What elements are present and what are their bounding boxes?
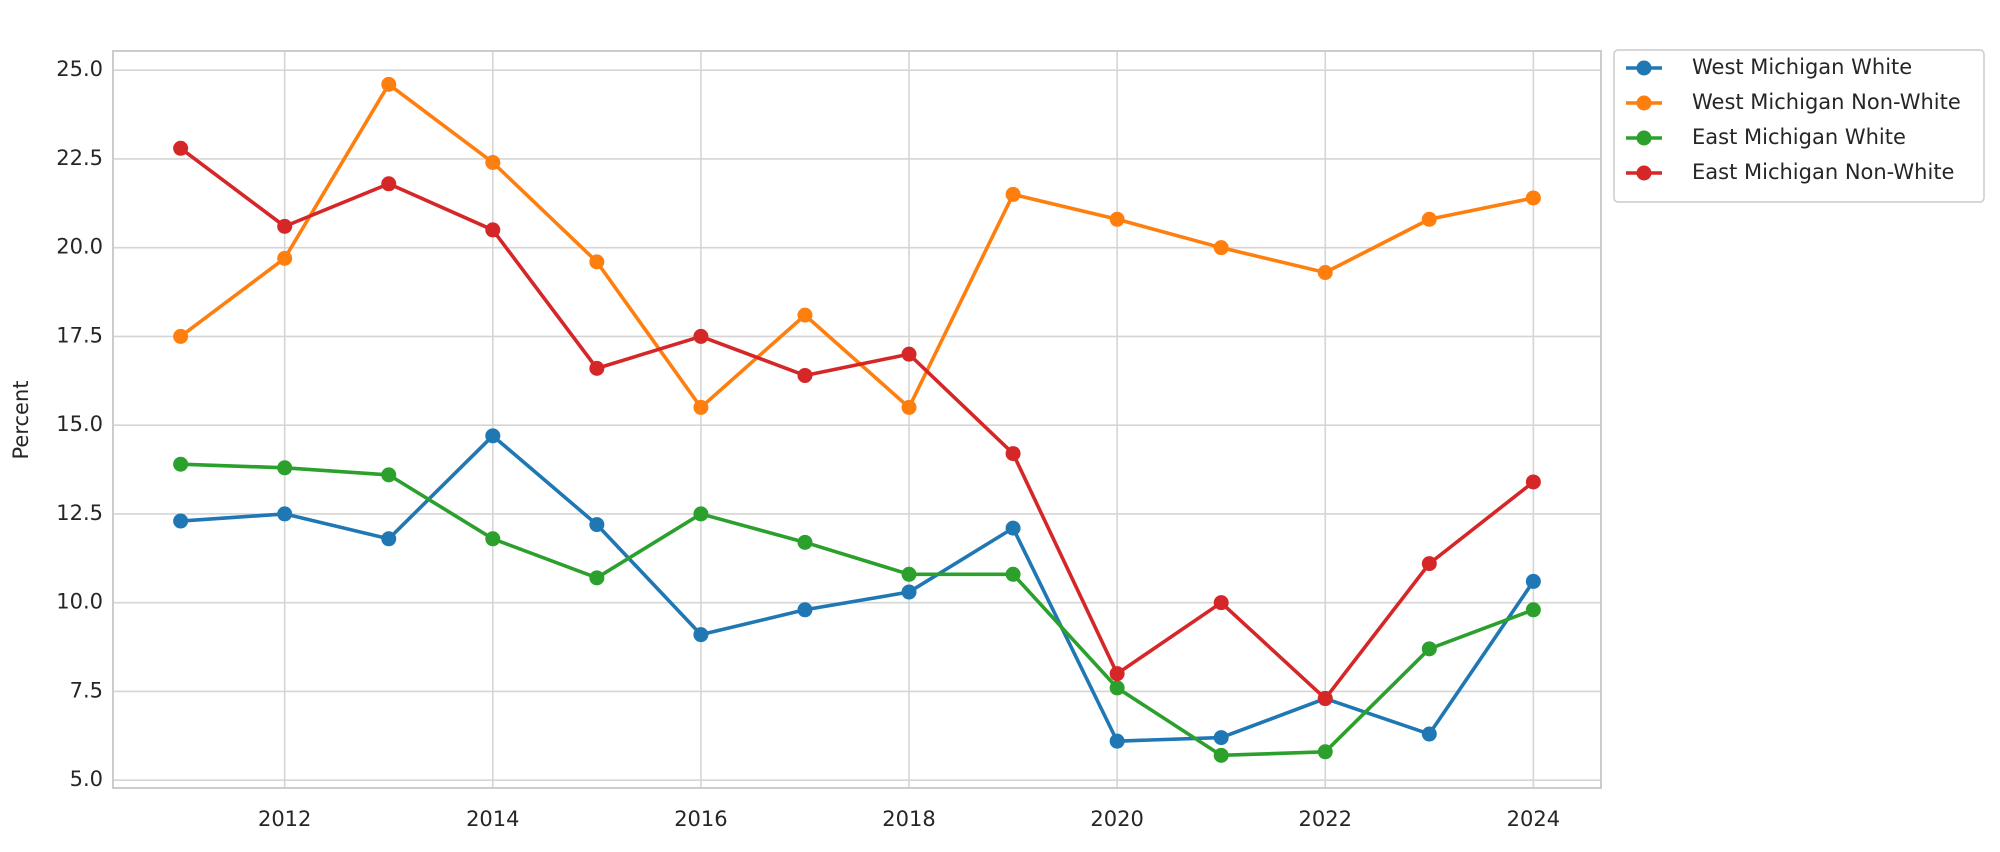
data-point xyxy=(1421,726,1437,742)
series-line xyxy=(179,146,1535,701)
data-point xyxy=(797,602,813,618)
data-point xyxy=(381,76,397,92)
data-point xyxy=(1109,733,1125,749)
data-point xyxy=(277,250,293,266)
data-point xyxy=(901,346,917,362)
data-point xyxy=(1317,265,1333,281)
series-line xyxy=(179,82,1534,410)
data-point xyxy=(485,531,501,547)
data-point xyxy=(1317,744,1333,760)
data-point xyxy=(797,367,813,383)
data-point xyxy=(381,531,397,547)
data-point xyxy=(1525,474,1541,490)
legend-label: West Michigan White xyxy=(1692,55,1912,79)
data-point xyxy=(485,222,501,238)
data-point xyxy=(277,460,293,476)
data-point xyxy=(1109,666,1125,682)
y-tick-label: 7.5 xyxy=(70,678,103,702)
data-point xyxy=(797,307,813,323)
data-point xyxy=(173,456,189,472)
data-point xyxy=(485,428,501,444)
data-point xyxy=(589,570,605,586)
y-tick-label: 17.5 xyxy=(56,323,103,347)
data-point xyxy=(1421,211,1437,227)
data-point xyxy=(693,506,709,522)
legend-marker xyxy=(1636,95,1652,111)
data-point xyxy=(277,506,293,522)
data-point xyxy=(277,218,293,234)
data-point xyxy=(173,140,189,156)
legend-label: West Michigan Non-White xyxy=(1692,90,1961,114)
x-tick-label: 2012 xyxy=(258,807,311,831)
legend-marker xyxy=(1636,60,1652,76)
data-point xyxy=(1005,186,1021,202)
data-point xyxy=(1525,602,1541,618)
data-point xyxy=(1525,190,1541,206)
legend-marker xyxy=(1636,130,1652,146)
x-tick-label: 2018 xyxy=(882,807,935,831)
data-point xyxy=(1213,730,1229,746)
data-point xyxy=(1525,573,1541,589)
data-point xyxy=(1421,556,1437,572)
x-tick-label: 2016 xyxy=(674,807,727,831)
plot-frame xyxy=(112,50,1602,789)
data-point xyxy=(693,399,709,415)
y-tick-label: 22.5 xyxy=(56,146,103,170)
data-point xyxy=(1109,211,1125,227)
data-point xyxy=(1213,595,1229,611)
x-tick-label: 2020 xyxy=(1090,807,1143,831)
data-point xyxy=(1109,680,1125,696)
y-tick-label: 10.0 xyxy=(56,590,103,614)
data-point xyxy=(901,399,917,415)
y-tick-label: 15.0 xyxy=(56,412,103,436)
legend-box xyxy=(1613,49,1985,203)
data-point xyxy=(693,627,709,643)
data-point xyxy=(173,513,189,529)
y-tick-label: 25.0 xyxy=(56,57,103,81)
y-axis-label: Percent xyxy=(9,380,33,459)
series-line xyxy=(180,434,1535,743)
data-point xyxy=(1421,641,1437,657)
data-point xyxy=(589,254,605,270)
legend-label: East Michigan White xyxy=(1692,125,1906,149)
legend-label: East Michigan Non-White xyxy=(1692,160,1954,184)
data-point xyxy=(693,328,709,344)
data-point xyxy=(1005,520,1021,536)
series-line xyxy=(180,462,1534,758)
x-tick-label: 2024 xyxy=(1507,807,1560,831)
data-point xyxy=(1005,446,1021,462)
data-point xyxy=(797,534,813,550)
data-point xyxy=(901,584,917,600)
x-tick-label: 2022 xyxy=(1299,807,1352,831)
data-point xyxy=(1213,240,1229,256)
y-tick-label: 12.5 xyxy=(56,501,103,525)
data-point xyxy=(1005,566,1021,582)
data-point xyxy=(589,517,605,533)
y-tick-label: 5.0 xyxy=(70,767,103,791)
data-point xyxy=(381,176,397,192)
x-tick-label: 2014 xyxy=(466,807,519,831)
data-point xyxy=(381,467,397,483)
legend-marker xyxy=(1636,165,1652,181)
data-point xyxy=(1213,747,1229,763)
data-point xyxy=(173,328,189,344)
data-point xyxy=(589,360,605,376)
y-tick-label: 20.0 xyxy=(56,235,103,259)
data-point xyxy=(1317,691,1333,707)
data-point xyxy=(901,566,917,582)
data-point xyxy=(485,154,501,170)
